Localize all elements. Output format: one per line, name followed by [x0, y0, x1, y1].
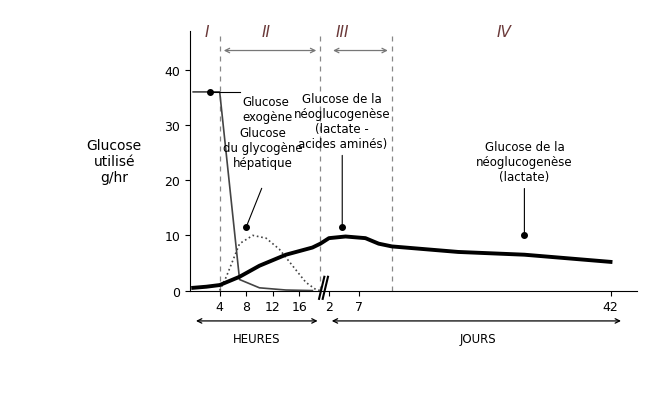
Text: Glucose de la
néoglucogenèse
(lactate -
acides aminés): Glucose de la néoglucogenèse (lactate - … — [294, 93, 391, 151]
Text: Glucose de la
néoglucogenèse
(lactate): Glucose de la néoglucogenèse (lactate) — [476, 141, 572, 183]
Text: Glucose
du glycogène
hépatique: Glucose du glycogène hépatique — [223, 127, 303, 170]
Text: III: III — [336, 26, 349, 40]
Text: II: II — [261, 26, 271, 40]
Text: IV: IV — [497, 26, 512, 40]
Text: HEURES: HEURES — [233, 332, 280, 345]
Y-axis label: Glucose
utilisé
g/hr: Glucose utilisé g/hr — [87, 139, 142, 185]
Text: Glucose
exogène: Glucose exogène — [243, 96, 293, 124]
Text: I: I — [204, 26, 209, 40]
Text: JOURS: JOURS — [460, 332, 496, 345]
